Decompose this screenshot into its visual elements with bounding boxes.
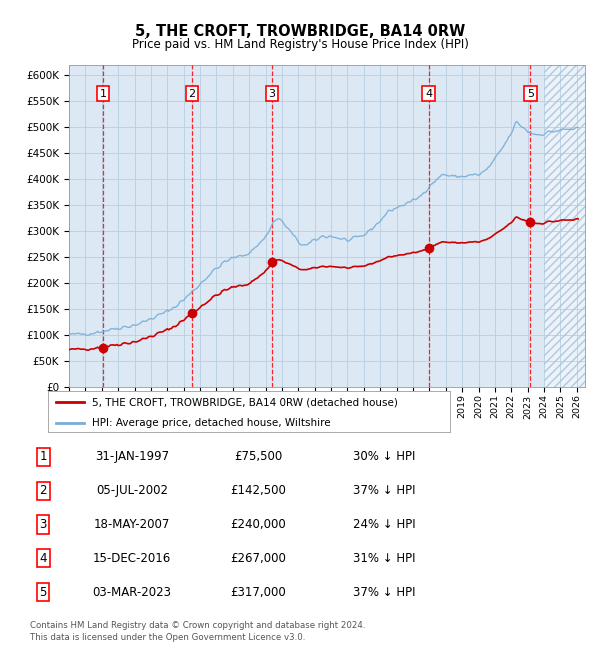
Text: 5, THE CROFT, TROWBRIDGE, BA14 0RW: 5, THE CROFT, TROWBRIDGE, BA14 0RW <box>135 24 465 39</box>
Text: 30% ↓ HPI: 30% ↓ HPI <box>353 450 415 463</box>
Text: 1: 1 <box>100 88 107 99</box>
Text: £240,000: £240,000 <box>230 518 286 531</box>
Text: £317,000: £317,000 <box>230 586 286 599</box>
Text: 1: 1 <box>40 450 47 463</box>
Text: HPI: Average price, detached house, Wiltshire: HPI: Average price, detached house, Wilt… <box>92 418 331 428</box>
Text: 15-DEC-2016: 15-DEC-2016 <box>93 552 171 565</box>
Text: Price paid vs. HM Land Registry's House Price Index (HPI): Price paid vs. HM Land Registry's House … <box>131 38 469 51</box>
Text: 3: 3 <box>268 88 275 99</box>
Text: £142,500: £142,500 <box>230 484 286 497</box>
Text: 24% ↓ HPI: 24% ↓ HPI <box>353 518 415 531</box>
Text: 3: 3 <box>40 518 47 531</box>
Text: 18-MAY-2007: 18-MAY-2007 <box>94 518 170 531</box>
Text: 2: 2 <box>188 88 196 99</box>
Text: 37% ↓ HPI: 37% ↓ HPI <box>353 586 415 599</box>
Text: 05-JUL-2002: 05-JUL-2002 <box>96 484 168 497</box>
Text: 31% ↓ HPI: 31% ↓ HPI <box>353 552 415 565</box>
Text: 5: 5 <box>40 586 47 599</box>
Text: 5, THE CROFT, TROWBRIDGE, BA14 0RW (detached house): 5, THE CROFT, TROWBRIDGE, BA14 0RW (deta… <box>92 397 398 408</box>
Text: 5: 5 <box>527 88 534 99</box>
Text: 2: 2 <box>40 484 47 497</box>
Text: 4: 4 <box>40 552 47 565</box>
Text: 37% ↓ HPI: 37% ↓ HPI <box>353 484 415 497</box>
Text: £267,000: £267,000 <box>230 552 286 565</box>
Text: Contains HM Land Registry data © Crown copyright and database right 2024.
This d: Contains HM Land Registry data © Crown c… <box>30 621 365 642</box>
Text: 31-JAN-1997: 31-JAN-1997 <box>95 450 169 463</box>
Text: 03-MAR-2023: 03-MAR-2023 <box>92 586 172 599</box>
Text: £75,500: £75,500 <box>234 450 282 463</box>
Text: 4: 4 <box>425 88 432 99</box>
